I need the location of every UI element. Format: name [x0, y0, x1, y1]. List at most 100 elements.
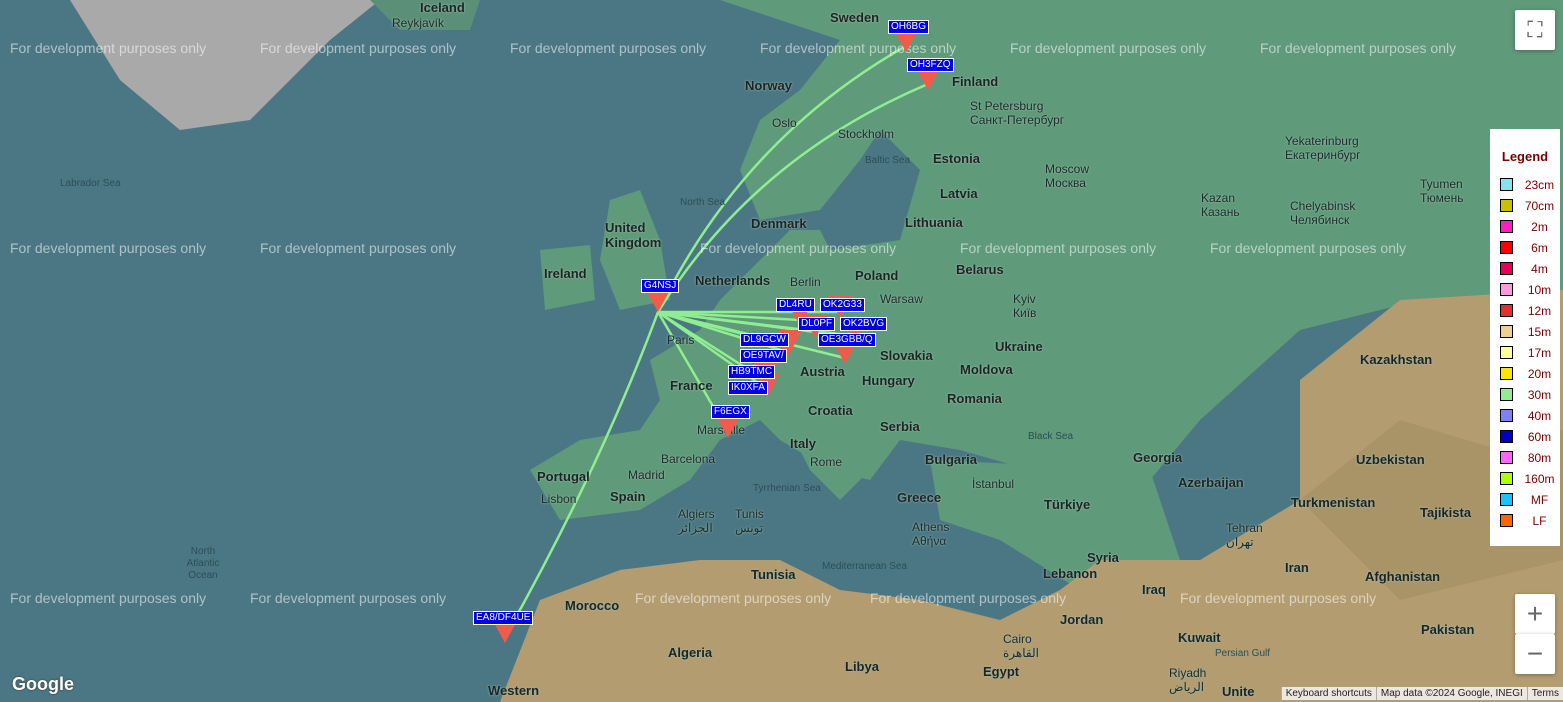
map-label: Azerbaijan [1178, 475, 1244, 490]
station-marker[interactable] [493, 621, 517, 643]
station-callsign-label[interactable]: OK2G33 [820, 298, 865, 312]
station-callsign-label[interactable]: OK2BVG [840, 317, 888, 331]
map-label: Kazan Казань [1201, 191, 1240, 219]
legend-item: 10m [1490, 279, 1560, 300]
map-label: Ireland [544, 266, 587, 281]
legend-label: 80m [1527, 450, 1552, 465]
legend-title: Legend [1501, 149, 1549, 164]
map-label: Georgia [1133, 450, 1183, 465]
legend-label: 10m [1527, 282, 1552, 297]
station-marker[interactable] [894, 30, 918, 52]
station-callsign-label[interactable]: DL4RU [776, 298, 815, 312]
station-marker[interactable] [646, 290, 670, 312]
ireland-land [540, 245, 595, 310]
dev-watermark: For development purposes only [260, 240, 457, 256]
legend-label: 30m [1527, 387, 1552, 402]
map-label: Black Sea [1028, 431, 1074, 442]
legend-label: 40m [1527, 408, 1552, 423]
station-marker[interactable] [716, 416, 740, 438]
dev-watermark: For development purposes only [260, 40, 457, 56]
map-label: Unite [1222, 684, 1255, 699]
zoom-in-button[interactable]: + [1515, 594, 1555, 634]
station-callsign-label[interactable]: EA8/DF4UE [473, 611, 534, 625]
terms-link[interactable]: Terms [1526, 687, 1563, 700]
station-marker[interactable] [833, 342, 857, 364]
station-callsign-label[interactable]: DL9GCW [740, 333, 789, 347]
map-label: Austria [800, 364, 845, 379]
map-label: Baltic Sea [865, 155, 911, 166]
map-label: Latvia [940, 186, 978, 201]
legend-label: 70cm [1524, 198, 1555, 213]
legend-label: 60m [1527, 429, 1552, 444]
map-label: Finland [952, 74, 999, 89]
map-label: Oslo [772, 116, 797, 130]
map-label: Greece [897, 490, 942, 505]
station-callsign-label[interactable]: OE3GBB/Q [818, 333, 876, 347]
legend-item: 2m [1490, 216, 1560, 237]
map-label: Afghanistan [1365, 569, 1441, 584]
map-label: Romania [947, 391, 1002, 406]
dev-watermark: For development purposes only [1210, 240, 1407, 256]
fullscreen-icon: ⛶ [1527, 17, 1543, 42]
legend-swatch [1500, 472, 1513, 485]
propagation-path [656, 82, 929, 313]
fullscreen-button[interactable]: ⛶ [1515, 10, 1555, 50]
station-callsign-label[interactable]: F6EGX [711, 405, 750, 419]
station-callsign-label[interactable]: OE9TAV/ [740, 349, 787, 363]
map-label: Cairo القاهرة [1003, 632, 1039, 660]
map-data-attribution: Map data ©2024 Google, INEGI [1375, 687, 1527, 700]
map-label: Hungary [862, 373, 915, 388]
station-callsign-label[interactable]: DL0PF [798, 317, 836, 331]
map-label: Labrador Sea [60, 178, 121, 189]
map-label: Yekaterinburg Екатеринбург [1285, 134, 1361, 162]
map-label: Paris [667, 333, 695, 347]
dev-watermark: For development purposes only [510, 40, 707, 56]
map-label: Egypt [983, 664, 1020, 679]
zoom-out-button[interactable]: − [1515, 634, 1555, 674]
legend-label: 12m [1527, 303, 1552, 318]
legend-item: 17m [1490, 342, 1560, 363]
map-label: Tyumen Тюмень [1420, 177, 1464, 205]
europe-land [530, 0, 1563, 520]
dev-watermark: For development purposes only [960, 240, 1157, 256]
map-label: Norway [745, 78, 792, 93]
map-label: Chelyabinsk Челябинск [1290, 199, 1356, 227]
map-label: İstanbul [972, 477, 1015, 491]
italy-land [790, 400, 870, 500]
minus-icon: − [1526, 638, 1544, 669]
dev-watermark: For development purposes only [870, 590, 1067, 606]
legend-item: MF [1490, 489, 1560, 510]
legend-item: 40m [1490, 405, 1560, 426]
station-callsign-label[interactable]: IK0XFA [728, 381, 768, 395]
iceland-land [370, 0, 480, 30]
turkey-land [930, 460, 1180, 590]
map-label: Bulgaria [925, 452, 978, 467]
map-label: Iceland [420, 0, 465, 15]
africa-asia-land [500, 290, 1563, 702]
dev-watermark: For development purposes only [1260, 40, 1457, 56]
map-label: Kuwait [1178, 630, 1221, 645]
greenland-land [70, 0, 380, 130]
map-label: Madrid [628, 468, 665, 482]
dev-watermark: For development purposes only [1180, 590, 1377, 606]
station-callsign-label[interactable]: OH3FZQ [907, 58, 954, 72]
map-label: Belarus [956, 262, 1004, 277]
legend-item: 60m [1490, 426, 1560, 447]
map-label: United Kingdom [605, 220, 662, 250]
map-label: Lisbon [541, 492, 577, 506]
legend-label: LF [1532, 513, 1547, 528]
station-marker[interactable] [916, 68, 940, 90]
legend-swatch [1500, 493, 1513, 506]
station-callsign-label[interactable]: HB9TMC [728, 365, 776, 379]
map-label: Tyrrhenian Sea [753, 483, 821, 494]
map-label: Tunisia [751, 567, 796, 582]
map-label: Lithuania [905, 215, 963, 230]
legend-label: 4m [1531, 261, 1548, 276]
map-label: Türkiye [1044, 497, 1091, 512]
station-callsign-label[interactable]: G4NSJ [641, 279, 680, 293]
map-label: Algeria [668, 645, 713, 660]
station-callsign-label[interactable]: OH6BG [888, 20, 930, 34]
legend-swatch [1500, 346, 1513, 359]
keyboard-shortcuts-link[interactable]: Keyboard shortcuts [1280, 687, 1376, 700]
